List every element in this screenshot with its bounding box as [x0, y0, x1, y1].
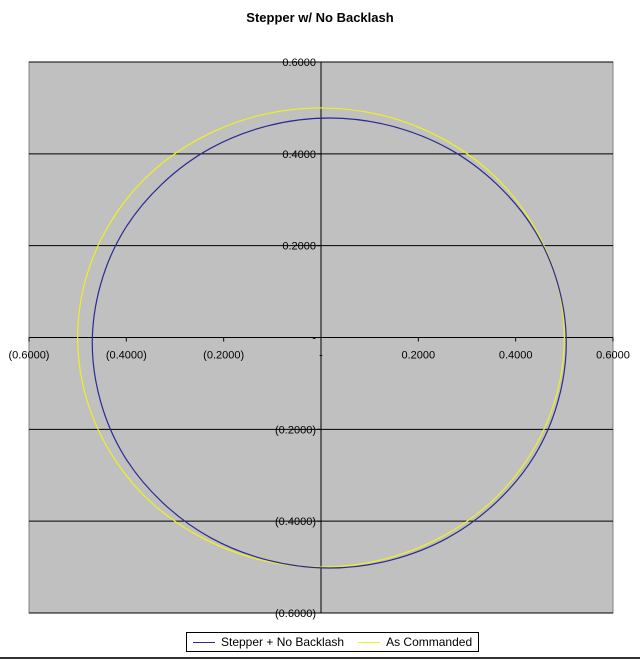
y-tick-label: (0.6000): [275, 608, 316, 620]
y-tick-label: 0.6000: [282, 57, 316, 69]
chart-title: Stepper w/ No Backlash: [246, 10, 394, 25]
x-tick-label: 0.2000: [402, 350, 436, 362]
legend-swatch-stepper: [193, 641, 215, 643]
x-tick-label: (0.4000): [106, 350, 147, 362]
y-tick-label: -: [312, 333, 316, 345]
y-tick-label: (0.4000): [275, 516, 316, 528]
legend-swatch-commanded: [358, 641, 381, 643]
x-tick-label: (0.6000): [9, 350, 50, 362]
x-tick-label: -: [319, 350, 323, 362]
legend: Stepper + No Backlash As Commanded: [186, 632, 480, 652]
series-line-stepper: [91, 117, 567, 569]
legend-label-stepper: Stepper + No Backlash: [221, 635, 345, 649]
y-tick-label: 0.4000: [282, 149, 316, 161]
y-tick-label: (0.2000): [275, 424, 316, 436]
legend-label-commanded: As Commanded: [386, 635, 473, 649]
x-tick-label: (0.2000): [203, 350, 244, 362]
y-tick-label: 0.2000: [282, 241, 316, 253]
series-line-commanded: [77, 107, 565, 568]
x-tick-label: 0.6000: [596, 350, 630, 362]
x-tick-label: 0.4000: [499, 350, 533, 362]
divider: [0, 657, 640, 659]
